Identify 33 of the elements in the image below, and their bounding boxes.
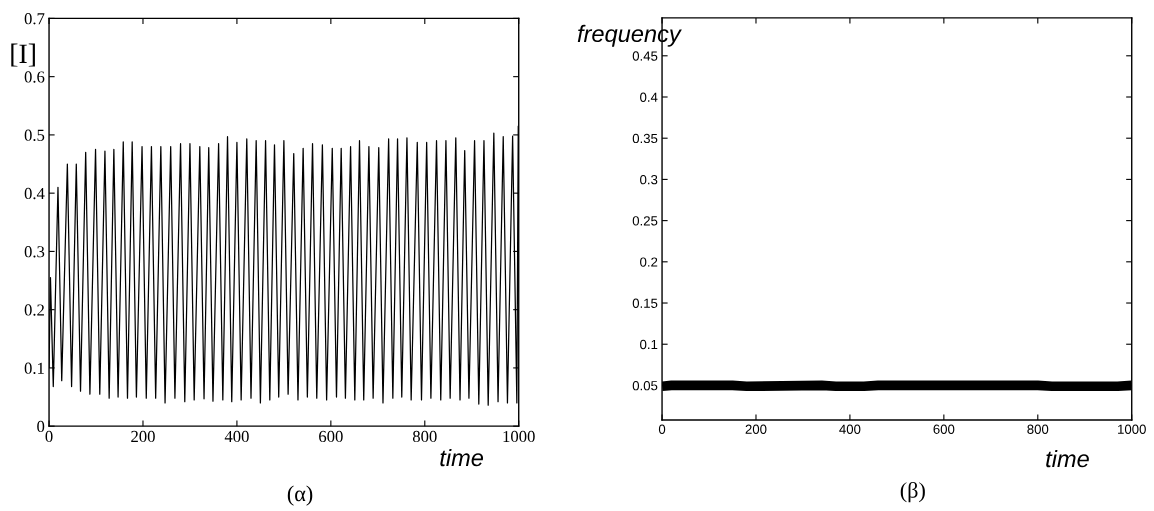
- x-tick-label: 0: [45, 430, 53, 443]
- x-tick-label: 1000: [1118, 424, 1146, 434]
- x-tick-label: 800: [412, 430, 437, 443]
- y-tick-label: 0.3: [640, 174, 658, 185]
- y-tick-label: 0.2: [640, 257, 658, 267]
- x-tick-label: 200: [745, 424, 767, 434]
- x-tick-label: 400: [839, 424, 861, 434]
- y-tick-label: 0.1: [640, 339, 658, 350]
- x-tick-label: 200: [131, 430, 155, 443]
- y-tick-label: 0.35: [632, 133, 658, 144]
- text: (α): [287, 485, 313, 506]
- y-tick-label: 0.45: [632, 51, 658, 61]
- y-tick-label: 0.4: [24, 187, 45, 200]
- y-tick-label: 0.25: [632, 216, 658, 226]
- x-tick-label: 1000: [503, 430, 535, 443]
- x-tick-label: 0: [658, 424, 666, 434]
- x-tick-label: 600: [933, 424, 955, 434]
- x-tick-label: 400: [224, 430, 249, 443]
- y-tick-label: 0.15: [632, 298, 658, 308]
- x-tick-label: 800: [1027, 424, 1049, 434]
- x-axis-title: time: [440, 448, 484, 467]
- y-tick-label: 0.4: [640, 92, 658, 102]
- y-axis-title: [I]: [11, 43, 35, 67]
- y-tick-label: 0.7: [24, 13, 45, 25]
- x-axis-title: time: [1046, 449, 1089, 468]
- y-tick-label: 0.1: [24, 362, 44, 374]
- y-tick-label: 0.2: [24, 304, 44, 316]
- x-tick-label: 600: [319, 430, 343, 443]
- y-tick-label: 0.5: [24, 129, 45, 141]
- y-tick-label: 0.3: [24, 246, 45, 258]
- y-tick-label: 0.05: [632, 381, 658, 391]
- y-tick-label: 0.6: [24, 71, 45, 83]
- text: (β): [900, 481, 925, 503]
